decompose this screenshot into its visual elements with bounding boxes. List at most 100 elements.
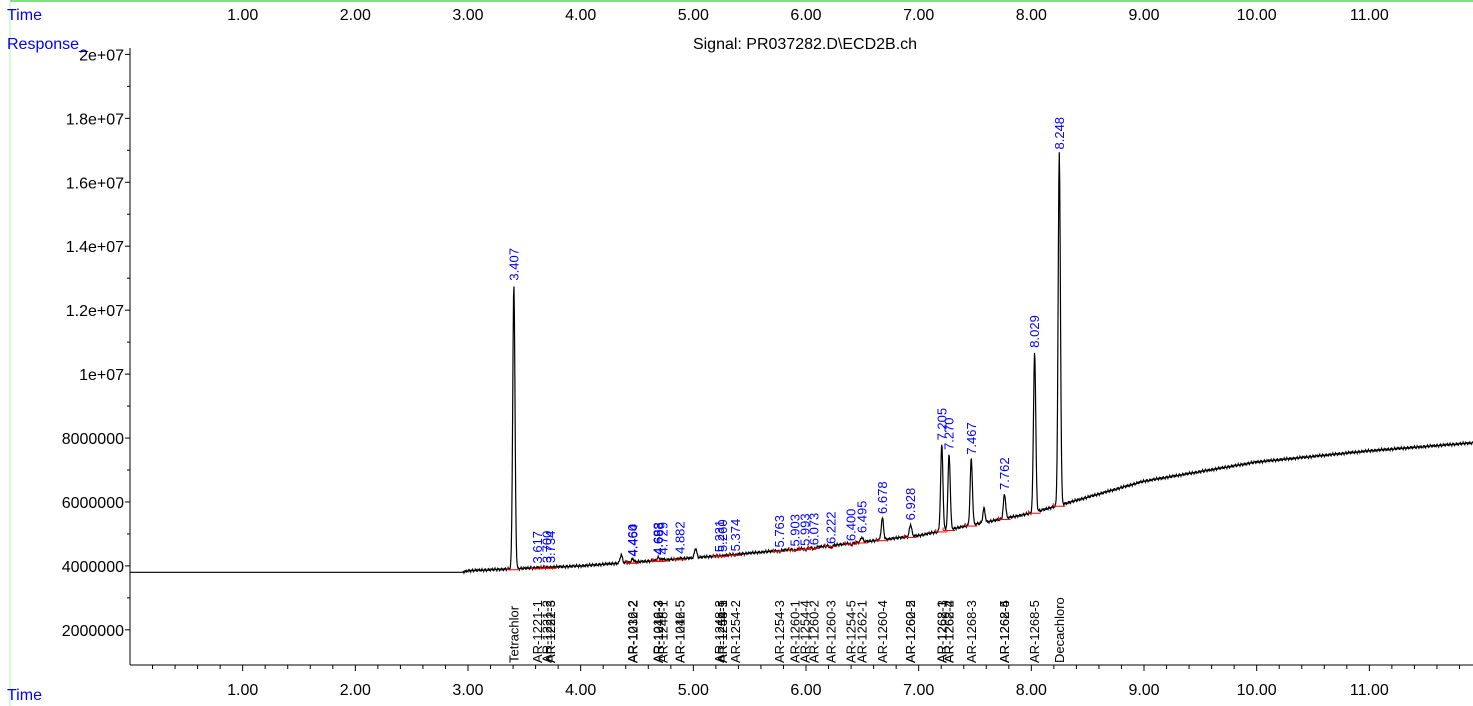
compound-label: AR-1262-2	[903, 600, 918, 663]
x-tick-label: 3.00	[452, 682, 483, 699]
time-axis-label-bottom: Time	[7, 687, 42, 704]
compound-label: AR-1232-3	[543, 600, 558, 663]
time-axis-label-top: Time	[7, 7, 42, 24]
peak-rt-label: 4.460	[625, 524, 640, 557]
compound-label: AR-1268-2	[942, 600, 957, 663]
peak-rt-label: 5.374	[728, 519, 743, 552]
y-tick-label: 4000000	[62, 559, 124, 576]
top-time-tick-label: 11.00	[1350, 7, 1389, 24]
compound-label: AR-1260-1	[788, 600, 803, 663]
compound-label: AR-1268-3	[964, 600, 979, 663]
peak-rt-label: 3.734	[543, 531, 558, 564]
peak-rt-label: 6.073	[807, 513, 822, 546]
x-tick-label: 4.00	[565, 682, 596, 699]
peak-rt-label: 8.248	[1052, 117, 1067, 150]
compound-label: AR-1254-3	[772, 600, 787, 663]
peak-rt-label: 3.617	[530, 531, 545, 564]
x-tick-label: 7.00	[903, 682, 934, 699]
compound-label: AR-1254-5	[844, 600, 859, 663]
compound-label: AR-1248-3	[712, 600, 727, 663]
compound-label: AR-1268-1	[934, 600, 949, 663]
x-tick-label: 6.00	[790, 682, 821, 699]
compound-label: AR-1221-2	[539, 600, 554, 663]
compound-label: AR-1260-4	[875, 600, 890, 663]
peak-rt-label: 3.700	[539, 531, 554, 564]
baseline-markers	[507, 503, 1066, 571]
x-axis: 1.00 2.00 3.00 4.00 5.00 6.00 7.00 8.00 9.00 10.0…	[130, 664, 1473, 699]
peak-rt-label: 5.763	[772, 515, 787, 548]
peak-rt-label: 8.029	[1027, 315, 1042, 348]
y-tick-label: 6000000	[62, 495, 124, 512]
compound-labels: Tetrachlor AR-1221-1AR-1221-2AR-1232-3AR-…	[506, 597, 1066, 663]
top-time-tick-label: 2.00	[340, 7, 371, 24]
compound-label: AR-1260-3	[824, 600, 839, 663]
compound-label: AR-1221-3	[543, 600, 558, 663]
peak-rt-label: 7.205	[934, 408, 949, 441]
peak-rt-label: 7.270	[942, 417, 957, 450]
compound-label: AR-1248-1	[655, 600, 670, 663]
peak-rt-label: 5.903	[788, 514, 803, 547]
compound-label: AR-1016-2	[625, 600, 640, 663]
top-time-ticks: 1.00 2.00 3.00 4.00 5.00 6.00 7.00 8.00 9.00 10.0…	[227, 7, 1389, 24]
compound-label: AR-1268-5	[1027, 600, 1042, 663]
compound-label: AR-1254-1	[715, 600, 730, 663]
y-tick-label: 2000000	[62, 623, 124, 640]
compound-label: AR-1254-4	[798, 600, 813, 663]
x-tick-label: 2.00	[340, 682, 371, 699]
x-tick-label: 8.00	[1016, 682, 1047, 699]
x-tick-label: 11.00	[1350, 682, 1389, 699]
y-tick-label: 1.4e+07	[66, 239, 124, 256]
peak-rt-label: 5.231	[712, 520, 727, 553]
compound-label: AR-1254-2	[728, 600, 743, 663]
chromatogram-trace	[130, 152, 1473, 575]
peak-rt-label: 6.678	[875, 481, 890, 514]
compound-label: AR-1262-3	[934, 600, 949, 663]
x-tick-label: 1.00	[227, 682, 258, 699]
top-time-tick-label: 6.00	[790, 7, 821, 24]
top-time-tick-label: 7.00	[903, 7, 934, 24]
top-time-tick-label: 9.00	[1128, 7, 1159, 24]
peak-rt-label: 7.467	[964, 422, 979, 455]
x-tick-label: 9.00	[1128, 682, 1159, 699]
top-time-tick-label: 3.00	[452, 7, 483, 24]
y-axis: 2000000 4000000 6000000 8000000 1e+07 1.2e+07…	[62, 47, 131, 665]
peak-rt-label: 5.260	[715, 519, 730, 552]
peak-rt-label: 4.464	[625, 524, 640, 557]
signal-title: Signal: PR037282.D\ECD2B.ch	[693, 36, 917, 53]
compound-label: AR-1268-4	[997, 600, 1012, 663]
peak-rt-label: 6.400	[844, 509, 859, 542]
peak-rt-label: 6.495	[854, 501, 869, 534]
x-tick-label: 10.00	[1237, 682, 1277, 699]
peak-rt-label: 3.407	[506, 248, 521, 281]
compound-label: AR-1016-5	[673, 600, 688, 663]
x-tick-label: 5.00	[678, 682, 709, 699]
peak-rt-label: 6.928	[903, 488, 918, 521]
compound-label: AR-1262-5	[997, 600, 1012, 663]
compound-label: AR-1221-1	[530, 600, 545, 663]
peak-rt-label: 6.222	[824, 511, 839, 544]
compound-label: AR-1260-2	[807, 600, 822, 663]
y-tick-label: 1e+07	[79, 367, 124, 384]
compound-label: AR-1242-3	[651, 600, 666, 663]
compound-label: AR-1248-5	[715, 600, 730, 663]
y-tick-label: 2e+07	[79, 47, 124, 64]
peak-rt-label: 4.882	[673, 521, 688, 554]
top-time-tick-label: 5.00	[678, 7, 709, 24]
compound-label: AR-1016-3	[651, 600, 666, 663]
response-axis-label: Response_	[7, 36, 89, 53]
top-time-tick-label: 4.00	[565, 7, 596, 24]
compound-label: AR-1242-5	[673, 600, 688, 663]
compound-label: AR-1262-4	[942, 600, 957, 663]
top-time-tick-label: 8.00	[1016, 7, 1047, 24]
compound-label: AR-1260-5	[903, 600, 918, 663]
compound-label: AR-1232-2	[625, 600, 640, 663]
top-time-tick-label: 10.00	[1237, 7, 1277, 24]
compound-label: AR-1262-1	[854, 600, 869, 663]
compound-label: Decachloro	[1052, 597, 1067, 663]
y-tick-label: 1.6e+07	[66, 175, 124, 192]
compound-label: Tetrachlor	[506, 605, 521, 663]
peak-rt-label: 7.762	[997, 457, 1012, 490]
peak-rt-label: 4.729	[655, 522, 670, 555]
